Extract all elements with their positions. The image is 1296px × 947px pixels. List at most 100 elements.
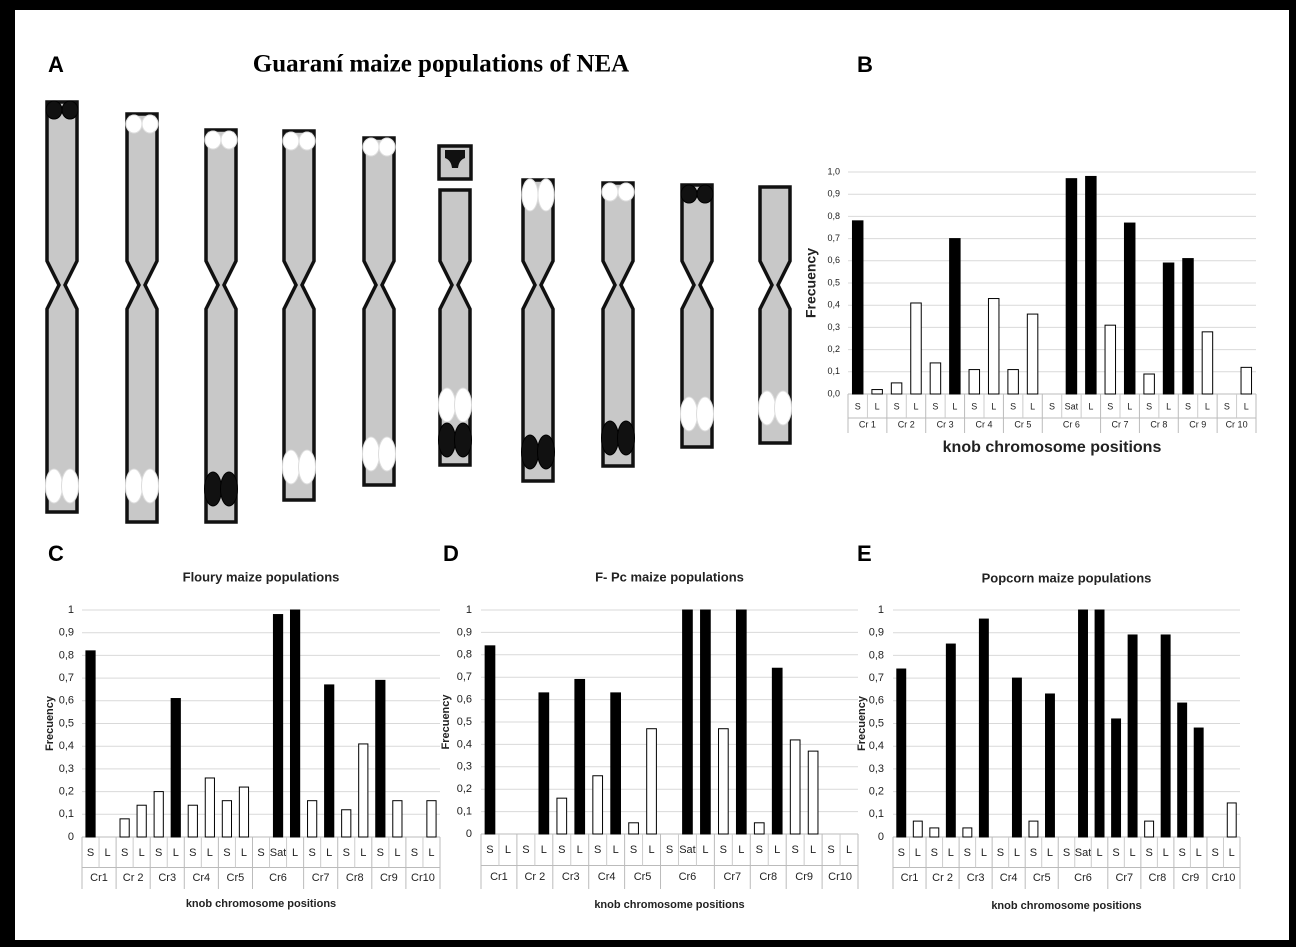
group-label: Cr10 [411,872,435,884]
bar [1027,314,1037,394]
knob [363,437,380,471]
x-tick-label: L [648,844,654,856]
knob [299,132,315,150]
group-label: Cr 7 [1111,419,1128,429]
x-tick-label: L [1014,847,1020,859]
x-tick-label: L [139,847,145,859]
x-tick-label: S [1030,847,1037,859]
knob [697,185,713,203]
bar [629,823,639,834]
bar [120,819,129,837]
x-tick-label: L [207,847,213,859]
x-tick-label: S [971,401,977,411]
bar [852,221,862,394]
y-tick-label: 0,8 [457,649,472,661]
x-tick-label: S [1112,847,1119,859]
x-tick-label: L [394,847,400,859]
bar [575,679,585,834]
knob [522,179,538,211]
bar [376,680,385,837]
x-tick-label: S [522,844,529,856]
knob [618,421,635,455]
group-label: Cr 1 [859,419,876,429]
knob [126,469,143,503]
x-tick-label: L [1127,401,1132,411]
knob [602,421,619,455]
group-label: Cr 2 [524,871,545,883]
group-label: Cr4 [1000,872,1018,884]
group-label: Cr7 [312,872,330,884]
group-label: Cr7 [1115,872,1133,884]
y-tick-label: 0,6 [869,695,884,707]
x-tick-label: L [1229,847,1235,859]
knob [363,138,379,156]
group-label: Cr 2 [123,872,144,884]
group-label: Cr 8 [1150,419,1167,429]
chromosome [364,138,394,485]
y-tick-label: 0,3 [869,763,884,775]
group-label: Cr6 [679,871,697,883]
x-tick-label: L [613,844,619,856]
y-tick-label: 0,5 [59,717,74,729]
y-tick-label: 0,6 [457,694,472,706]
bar [1046,694,1055,837]
x-tick-label: S [932,401,938,411]
group-label: Cr3 [562,871,580,883]
bar [701,610,711,834]
y-tick-label: 0,5 [869,717,884,729]
panel-label: D [443,541,459,566]
panel-label: C [48,541,64,566]
y-tick-label: 0,9 [457,626,472,638]
y-tick-label: 1 [466,604,472,616]
knob [126,115,142,133]
y-tick-label: 0,1 [869,808,884,820]
group-label: Cr6 [269,872,287,884]
y-tick-label: 1 [878,604,884,616]
knob [538,435,555,469]
y-tick-label: 0,9 [869,627,884,639]
x-tick-label: L [738,844,744,856]
x-tick-label: S [1146,401,1152,411]
bar [1112,719,1121,837]
x-tick-label: S [308,847,315,859]
group-label: Cr 2 [898,419,915,429]
y-tick-label: 0,3 [827,322,840,332]
x-tick-label: L [846,844,852,856]
chromosome [284,131,314,500]
y-tick-label: 0,5 [827,277,840,287]
bar [1029,821,1038,837]
y-tick-label: 0,2 [59,786,74,798]
x-tick-label: L [1088,401,1093,411]
x-tick-label: S [964,847,971,859]
group-label: Cr3 [158,872,176,884]
group-label: Cr4 [598,871,616,883]
bar [754,823,764,834]
x-tick-label: S [1049,401,1055,411]
x-tick-label: L [1196,847,1202,859]
x-tick-label: S [343,847,350,859]
bar [1161,635,1170,837]
bar [485,646,495,834]
x-tick-label: S [756,844,763,856]
x-axis-label: knob chromosome positions [943,439,1162,456]
x-tick-label: Sat [1065,401,1079,411]
bar [808,751,818,834]
knob [62,101,78,119]
x-tick-label: S [155,847,162,859]
bar [137,805,146,837]
x-tick-label: L [428,847,434,859]
knob [46,469,63,503]
bar [1183,259,1193,394]
y-tick-label: 0,8 [827,211,840,221]
knob [283,132,299,150]
bar [1008,370,1018,394]
group-label: Cr 4 [975,419,992,429]
chart-title: Popcorn maize populations [982,570,1152,585]
group-label: Cr8 [1149,872,1167,884]
y-tick-label: 0,8 [59,649,74,661]
knob [602,183,618,201]
y-tick-label: 0 [878,831,884,843]
bar [963,828,972,837]
y-tick-label: 0,2 [457,783,472,795]
x-tick-label: L [505,844,511,856]
